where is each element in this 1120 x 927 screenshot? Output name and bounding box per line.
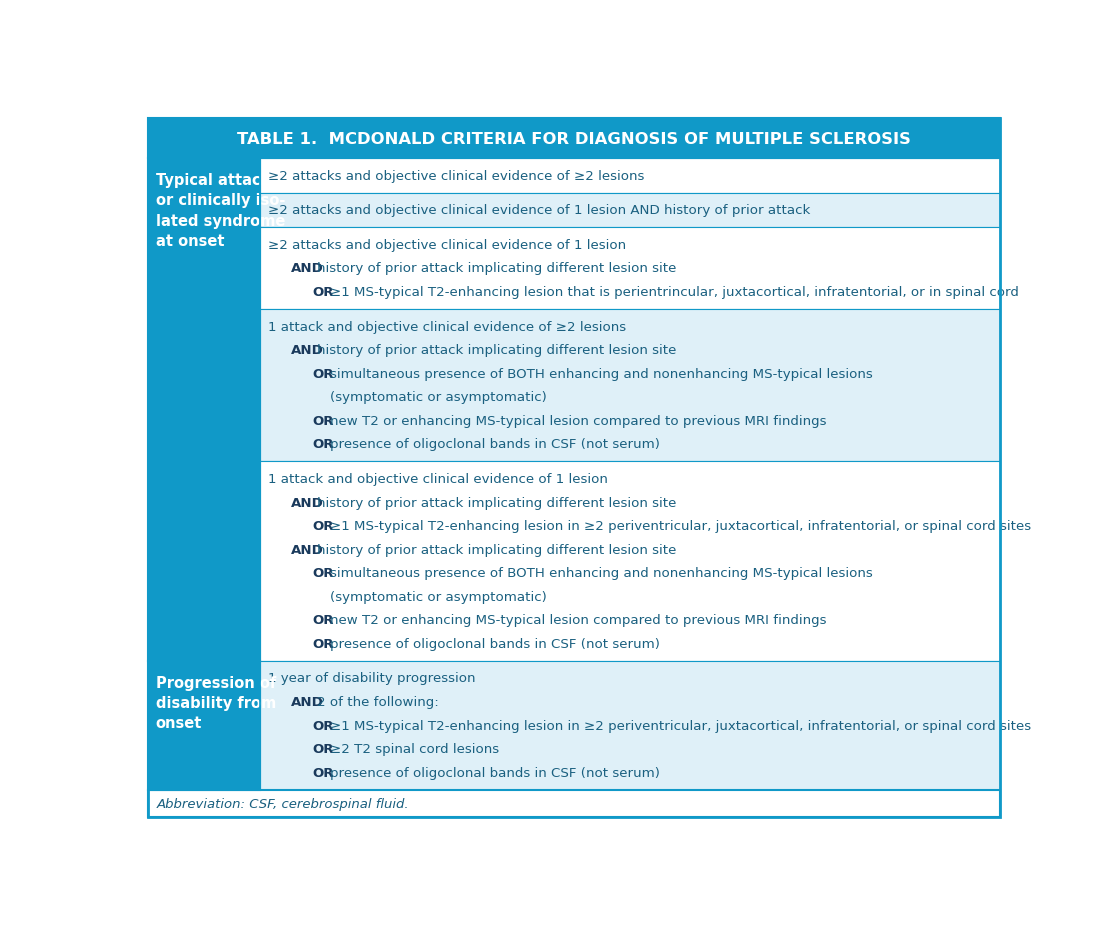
Text: Abbreviation: CSF, cerebrospinal fluid.: Abbreviation: CSF, cerebrospinal fluid. (157, 797, 410, 810)
Text: presence of oligoclonal bands in CSF (not serum): presence of oligoclonal bands in CSF (no… (330, 766, 660, 779)
Bar (260, 194, 1000, 228)
Text: 1 year of disability progression: 1 year of disability progression (268, 672, 475, 685)
Text: 2 of the following:: 2 of the following: (317, 695, 438, 708)
Text: (symptomatic or asymptomatic): (symptomatic or asymptomatic) (312, 590, 547, 603)
Text: OR: OR (312, 438, 335, 451)
Text: presence of oligoclonal bands in CSF (not serum): presence of oligoclonal bands in CSF (no… (330, 637, 660, 650)
Text: TABLE 1.  MCDONALD CRITERIA FOR DIAGNOSIS OF MULTIPLE SCLEROSIS: TABLE 1. MCDONALD CRITERIA FOR DIAGNOSIS… (237, 132, 911, 146)
Text: 1 attack and objective clinical evidence of ≥2 lesions: 1 attack and objective clinical evidence… (268, 320, 626, 333)
Text: AND: AND (291, 695, 324, 708)
Text: ≥1 MS-typical T2-enhancing lesion that is perientrincular, juxtacortical, infrat: ≥1 MS-typical T2-enhancing lesion that i… (330, 286, 1019, 298)
Text: OR: OR (312, 286, 335, 298)
Bar (148, 119, 1000, 159)
Bar (148, 661, 260, 790)
Text: ≥1 MS-typical T2-enhancing lesion in ≥2 periventricular, juxtacortical, infraten: ≥1 MS-typical T2-enhancing lesion in ≥2 … (330, 519, 1032, 532)
Text: ≥2 attacks and objective clinical evidence of ≥2 lesions: ≥2 attacks and objective clinical eviden… (268, 170, 644, 183)
Text: simultaneous presence of BOTH enhancing and nonenhancing MS-typical lesions: simultaneous presence of BOTH enhancing … (330, 367, 872, 380)
Text: AND: AND (291, 543, 324, 556)
Text: Progression of
disability from
onset: Progression of disability from onset (156, 675, 276, 730)
Text: OR: OR (312, 614, 335, 627)
Text: history of prior attack implicating different lesion site: history of prior attack implicating diff… (317, 496, 676, 509)
Text: OR: OR (312, 519, 335, 532)
Text: history of prior attack implicating different lesion site: history of prior attack implicating diff… (317, 543, 676, 556)
Text: AND: AND (291, 496, 324, 509)
Bar (148, 159, 260, 661)
Bar (260, 159, 1000, 194)
Text: new T2 or enhancing MS-typical lesion compared to previous MRI findings: new T2 or enhancing MS-typical lesion co… (330, 614, 827, 627)
Bar (260, 661, 1000, 790)
Text: OR: OR (312, 566, 335, 579)
Text: OR: OR (312, 766, 335, 779)
Bar (260, 462, 1000, 661)
Text: ≥2 attacks and objective clinical evidence of 1 lesion: ≥2 attacks and objective clinical eviden… (268, 238, 626, 251)
Text: simultaneous presence of BOTH enhancing and nonenhancing MS-typical lesions: simultaneous presence of BOTH enhancing … (330, 566, 872, 579)
Text: 1 attack and objective clinical evidence of 1 lesion: 1 attack and objective clinical evidence… (268, 473, 608, 486)
Text: OR: OR (312, 743, 335, 756)
Text: presence of oligoclonal bands in CSF (not serum): presence of oligoclonal bands in CSF (no… (330, 438, 660, 451)
Text: ≥2 T2 spinal cord lesions: ≥2 T2 spinal cord lesions (330, 743, 500, 756)
Text: ≥2 attacks and objective clinical evidence of 1 lesion AND history of prior atta: ≥2 attacks and objective clinical eviden… (268, 204, 810, 217)
Text: ≥1 MS-typical T2-enhancing lesion in ≥2 periventricular, juxtacortical, infraten: ≥1 MS-typical T2-enhancing lesion in ≥2 … (330, 718, 1032, 731)
Text: AND: AND (291, 262, 324, 275)
Text: (symptomatic or asymptomatic): (symptomatic or asymptomatic) (312, 391, 547, 404)
Text: AND: AND (291, 344, 324, 357)
Text: history of prior attack implicating different lesion site: history of prior attack implicating diff… (317, 344, 676, 357)
Text: OR: OR (312, 414, 335, 427)
Bar (260, 310, 1000, 462)
Text: OR: OR (312, 637, 335, 650)
Text: OR: OR (312, 367, 335, 380)
Text: Typical attack
or clinically iso-
lated syndrome
at onset: Typical attack or clinically iso- lated … (156, 172, 284, 248)
Text: OR: OR (312, 718, 335, 731)
Text: new T2 or enhancing MS-typical lesion compared to previous MRI findings: new T2 or enhancing MS-typical lesion co… (330, 414, 827, 427)
Bar (260, 228, 1000, 310)
Text: history of prior attack implicating different lesion site: history of prior attack implicating diff… (317, 262, 676, 275)
Bar (148, 790, 1000, 818)
